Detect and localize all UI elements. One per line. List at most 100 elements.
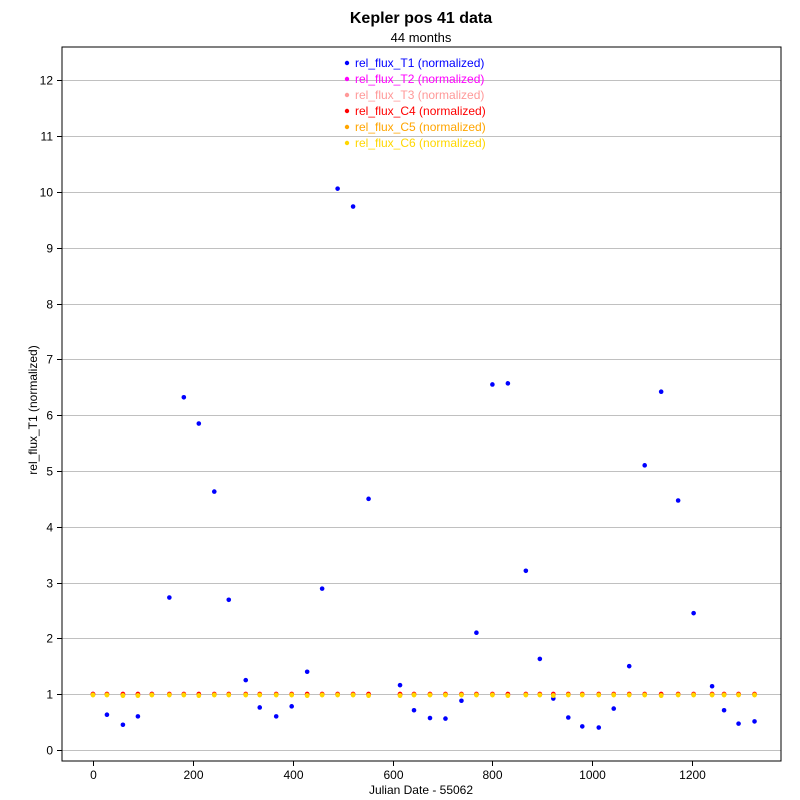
legend-marker (344, 76, 350, 82)
y-tick-label: 9 (46, 242, 53, 256)
data-point (596, 692, 602, 698)
data-point (565, 715, 571, 720)
x-axis: 0 200 400 600 800 1000 1200 (90, 761, 706, 782)
data-point (335, 692, 340, 698)
data-point (709, 683, 715, 689)
y-tick-label: 2 (46, 632, 53, 646)
data-point (181, 692, 187, 698)
data-point (642, 463, 647, 468)
data-point (474, 630, 479, 636)
data-point (211, 489, 217, 494)
data-point (289, 704, 294, 709)
legend-label: rel_flux_C4 (normalized) (355, 104, 486, 118)
y-tick-label: 3 (46, 577, 53, 591)
data-point (350, 204, 356, 209)
data-point (752, 719, 757, 724)
data-point (579, 724, 585, 729)
data-point (474, 692, 479, 698)
data-point (505, 693, 511, 699)
data-point (626, 692, 632, 698)
series-6 (90, 692, 757, 699)
plot-area-frame (61, 46, 782, 762)
data-point (505, 381, 511, 386)
x-tick-label: 1000 (579, 768, 606, 782)
data-point (721, 692, 727, 698)
data-point (459, 692, 464, 698)
data-point (658, 693, 664, 699)
data-point (537, 656, 543, 662)
data-point (135, 714, 141, 719)
chart-subtitle: 44 months (391, 30, 452, 45)
legend-marker (344, 60, 350, 66)
y-tick-label: 7 (46, 353, 53, 367)
legend-label: rel_flux_T3 (normalized) (355, 88, 484, 102)
y-tick-label: 12 (40, 74, 54, 88)
data-point (691, 692, 696, 698)
y-tick-label: 1 (46, 688, 53, 702)
data-point (675, 498, 681, 503)
legend-label: rel_flux_C5 (normalized) (355, 120, 486, 134)
data-point (273, 692, 279, 698)
data-point (366, 496, 371, 502)
data-point (611, 706, 617, 711)
x-tick-label: 400 (283, 768, 303, 782)
data-point (523, 568, 529, 574)
data-point (257, 705, 263, 710)
data-point (273, 714, 279, 719)
data-point (104, 692, 110, 698)
data-point (120, 693, 126, 699)
y-tick-label: 10 (40, 186, 54, 200)
data-point (459, 698, 464, 704)
data-point (427, 692, 433, 698)
data-point (319, 692, 325, 698)
data-point (490, 692, 495, 698)
data-point (551, 693, 556, 699)
y-tick-label: 11 (41, 130, 54, 144)
data-point (691, 610, 696, 616)
data-point (120, 722, 126, 728)
legend-marker (344, 92, 350, 98)
data-point (304, 693, 310, 699)
data-point (579, 692, 585, 698)
legend-label: rel_flux_T1 (normalized) (355, 56, 484, 70)
data-point (335, 186, 340, 191)
legend-marker (344, 124, 350, 130)
data-point (226, 597, 232, 603)
data-point (149, 692, 155, 698)
data-point (366, 693, 371, 699)
legend-label: rel_flux_C6 (normalized) (355, 136, 486, 150)
data-point (397, 693, 403, 699)
data-point (427, 715, 433, 721)
data-point (537, 692, 543, 698)
data-point (596, 725, 602, 730)
data-point (226, 692, 232, 698)
data-point (642, 692, 647, 698)
data-point (104, 712, 110, 718)
legend-label: rel_flux_T2 (normalized) (355, 72, 484, 86)
y-tick-label: 5 (46, 465, 53, 479)
data-point (443, 692, 448, 698)
data-point (167, 595, 172, 600)
data-point (611, 692, 617, 698)
data-point (721, 707, 727, 713)
y-tick-label: 8 (46, 298, 53, 312)
data-point (135, 693, 141, 699)
data-point (243, 692, 249, 698)
data-point (196, 421, 202, 426)
data-point (675, 692, 681, 698)
data-point (443, 716, 448, 721)
data-point (350, 692, 356, 698)
data-point (709, 692, 715, 698)
data-point (397, 682, 403, 688)
data-point (196, 693, 202, 699)
series-1 (90, 186, 757, 730)
x-tick-label: 1200 (679, 768, 706, 782)
legend-marker (344, 108, 350, 114)
data-point (181, 395, 187, 400)
x-tick-label: 800 (482, 768, 502, 782)
data-point (90, 692, 96, 698)
data-point (523, 692, 529, 698)
data-point (565, 692, 571, 698)
